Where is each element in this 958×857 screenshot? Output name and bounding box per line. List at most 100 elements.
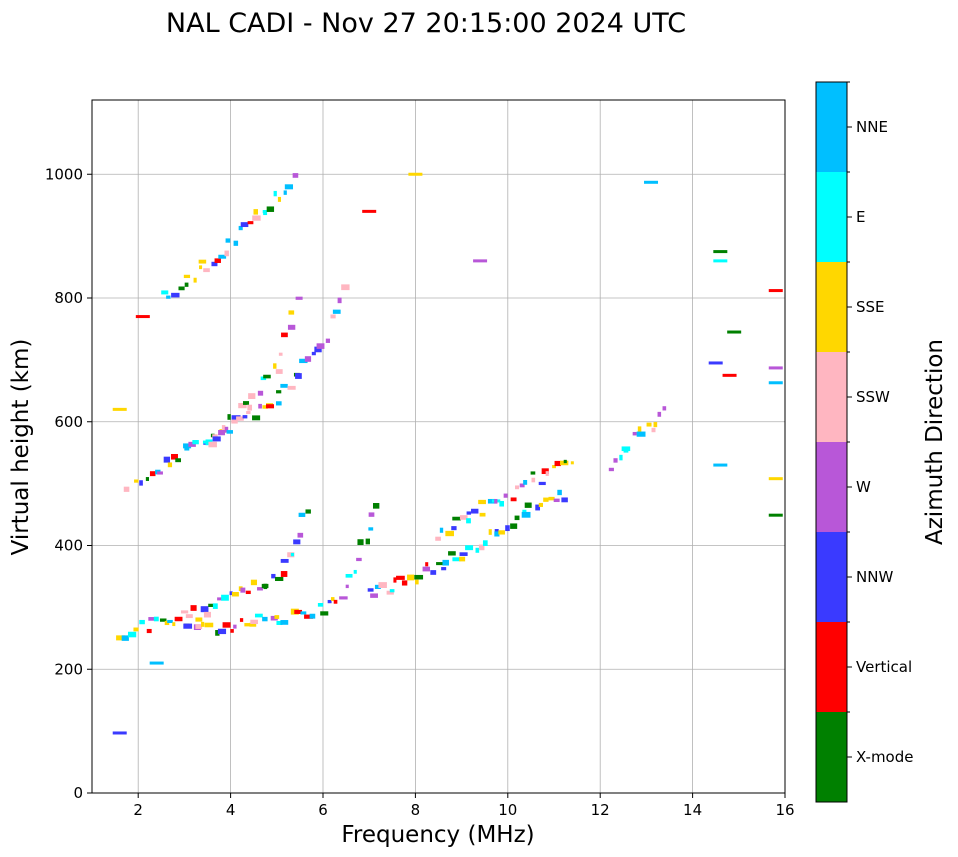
data-point: [365, 538, 370, 545]
data-point: [311, 351, 316, 356]
y-tick-label: 600: [54, 413, 83, 431]
data-point: [370, 593, 378, 598]
y-axis: 0 200 400 600 800 1000: [45, 165, 92, 802]
data-point: [521, 511, 531, 518]
data-point: [249, 622, 257, 627]
data-point: [215, 630, 220, 636]
data-point: [425, 562, 429, 567]
data-point: [367, 588, 374, 592]
data-point: [280, 383, 288, 388]
data-point: [295, 296, 303, 300]
data-point: [146, 628, 152, 634]
data-point: [221, 425, 226, 431]
data-point: [127, 631, 137, 638]
data-point: [459, 515, 468, 520]
data-point: [233, 240, 239, 246]
y-tick-label: 0: [73, 784, 83, 802]
data-point: [240, 222, 249, 228]
data-point: [226, 430, 233, 434]
data-point: [621, 446, 631, 452]
data-point: [407, 574, 415, 581]
colorbar-label-nnw: NNW: [856, 568, 893, 586]
y-axis-label: Virtual height (km): [8, 339, 34, 556]
data-point: [439, 527, 444, 533]
data-point: [134, 479, 139, 483]
data-point: [637, 426, 642, 433]
data-point: [171, 292, 180, 298]
data-point: [225, 238, 231, 243]
data-point: [332, 309, 341, 314]
data-point: [217, 597, 223, 601]
data-point: [274, 576, 284, 582]
data-point: [401, 580, 408, 586]
data-point: [337, 297, 342, 304]
data-point: [149, 661, 164, 665]
x-tick-label: 6: [318, 801, 328, 819]
data-point: [300, 611, 307, 615]
data-point: [430, 570, 437, 575]
data-point: [475, 547, 480, 553]
grid-lines: [92, 100, 786, 794]
x-tick-label: 4: [226, 801, 236, 819]
x-tick-label: 10: [498, 801, 517, 819]
data-point: [345, 573, 353, 578]
data-point: [211, 261, 218, 267]
data-point: [644, 180, 659, 184]
data-point: [246, 411, 251, 415]
data-point: [163, 456, 171, 463]
data-point: [280, 620, 289, 625]
data-point: [183, 623, 193, 629]
data-point: [247, 221, 254, 225]
x-tick-label: 2: [133, 801, 143, 819]
data-point: [280, 558, 289, 563]
scatter-points: [112, 172, 783, 735]
colorbar-swatch-vertical: [816, 622, 847, 712]
data-point: [459, 556, 466, 562]
data-point: [436, 562, 445, 566]
data-point: [139, 480, 143, 486]
data-point: [185, 614, 193, 619]
data-point: [263, 374, 271, 379]
data-point: [231, 415, 241, 421]
data-point: [708, 361, 723, 365]
data-point: [499, 500, 505, 507]
data-point: [636, 431, 646, 437]
data-point: [327, 599, 332, 604]
data-point: [297, 532, 304, 538]
data-point: [341, 284, 350, 291]
data-point: [244, 623, 251, 627]
data-point: [192, 440, 199, 445]
x-tick-label: 8: [411, 801, 421, 819]
colorbar-swatch-nnw: [816, 532, 847, 622]
data-point: [441, 567, 447, 571]
data-point: [218, 429, 225, 436]
data-point: [378, 582, 387, 588]
data-point: [543, 497, 549, 502]
data-point: [254, 613, 263, 618]
data-point: [133, 627, 139, 632]
data-point: [393, 577, 397, 583]
x-axis-label: Frequency (MHz): [341, 822, 534, 848]
data-point: [203, 611, 211, 618]
data-point: [175, 458, 182, 463]
data-point: [287, 324, 296, 330]
data-point: [292, 173, 299, 178]
colorbar-frame: [815, 81, 848, 803]
x-tick-label: 16: [775, 801, 794, 819]
data-point: [465, 545, 474, 551]
data-point: [494, 531, 500, 537]
data-point: [357, 539, 364, 546]
data-point: [212, 603, 218, 609]
x-axis: 2 4 6 8 10 12 14 16: [133, 793, 795, 819]
data-point: [557, 489, 562, 496]
data-point: [164, 620, 170, 626]
data-point: [552, 465, 556, 469]
data-point: [178, 286, 185, 291]
data-point: [479, 512, 486, 517]
data-point: [646, 422, 652, 427]
data-point: [414, 574, 424, 580]
data-point: [253, 209, 258, 215]
data-point: [222, 622, 231, 628]
data-point: [248, 393, 256, 399]
data-point: [294, 609, 303, 614]
